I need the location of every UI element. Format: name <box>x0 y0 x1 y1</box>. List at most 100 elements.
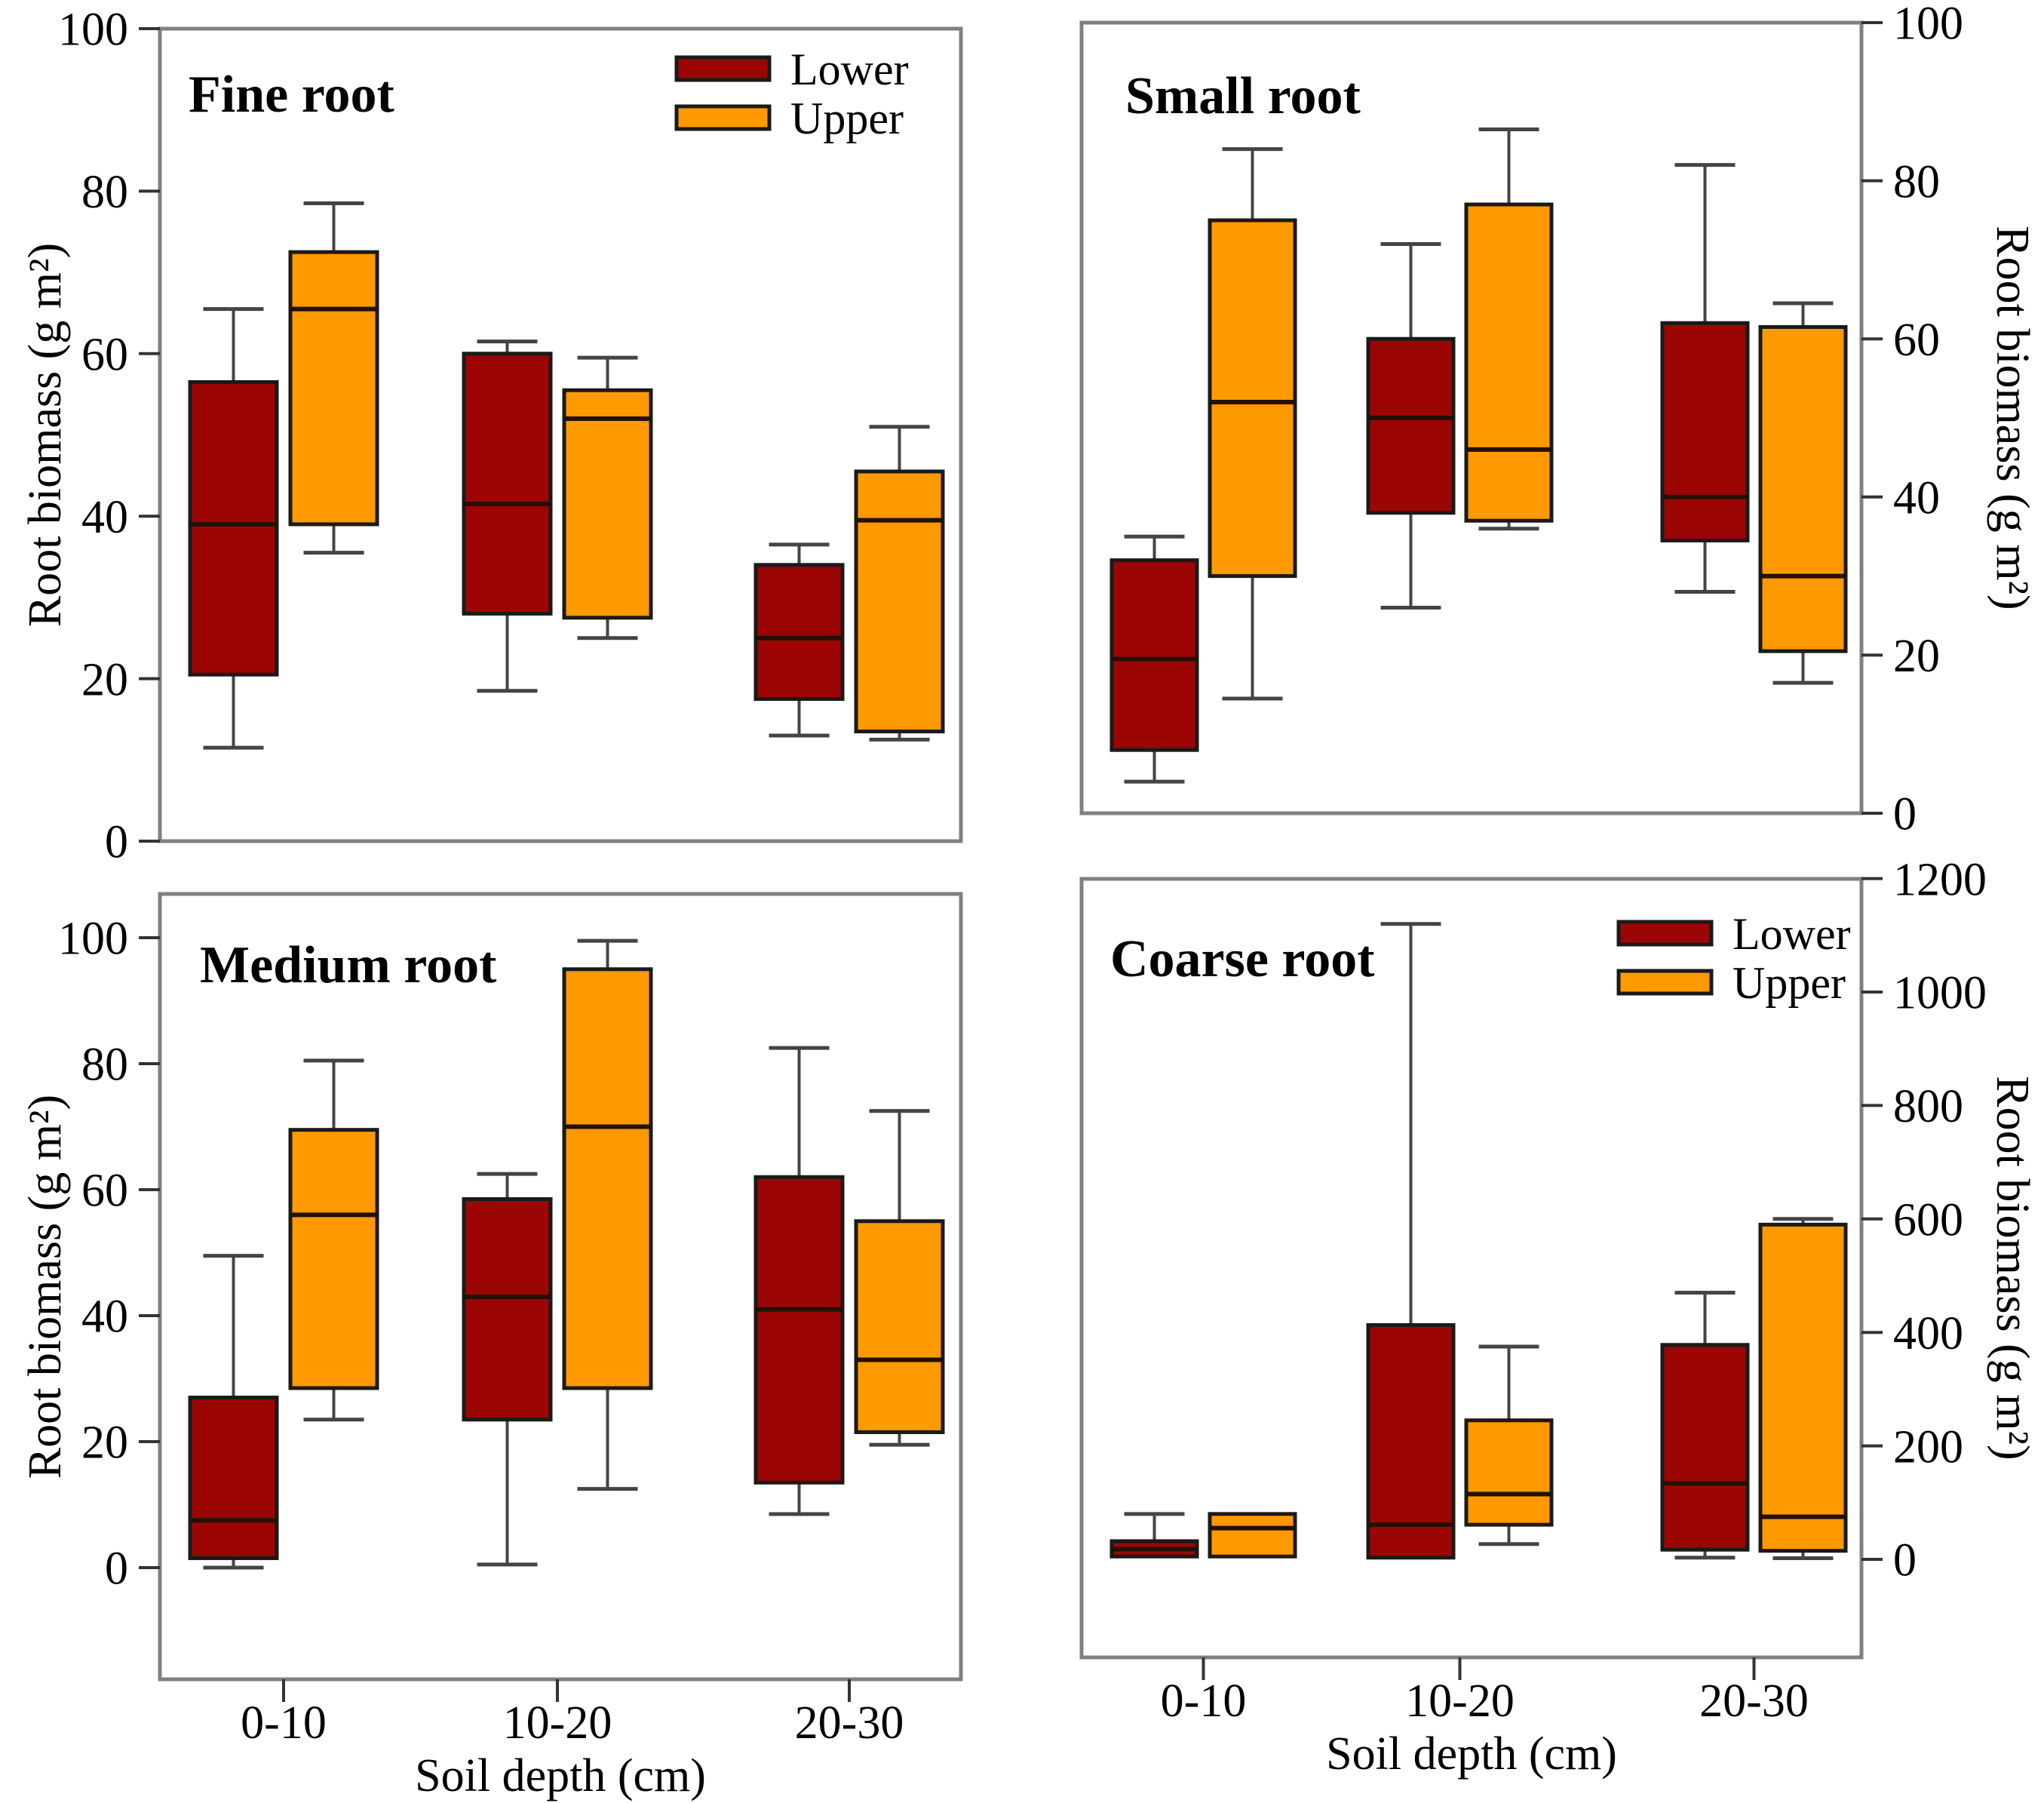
box-group-upper-10-20 <box>1464 127 1554 531</box>
box <box>753 563 845 702</box>
panel-title: Coarse root <box>1110 930 1375 988</box>
legend-label-upper: Upper <box>790 94 904 143</box>
box-group-upper-0-10 <box>288 201 379 555</box>
box <box>1464 1418 1554 1527</box>
legend-swatch-upper <box>674 104 772 131</box>
y-tick-label: 100 <box>58 914 128 965</box>
plot-frame <box>158 26 963 843</box>
y-tick-label: 60 <box>81 330 128 381</box>
y-tick-label: 40 <box>81 492 128 543</box>
y-tick-label: 80 <box>81 167 128 218</box>
box-group-upper-0-10 <box>1208 1512 1297 1559</box>
y-tick-label: 0 <box>1893 1535 1917 1586</box>
legend-swatch-lower <box>674 55 772 82</box>
y-tick-label: 100 <box>58 5 128 56</box>
box <box>1758 324 1848 653</box>
panel-coarse-root: 0 200 400 600 800 1000 1200 Root biomass (g m²)… <box>1079 854 2038 1780</box>
y-axis-title: Root biomass (g m²) <box>1987 1076 2038 1460</box>
y-tick-label: 20 <box>81 1418 128 1469</box>
legend-swatch-upper <box>1616 969 1714 996</box>
y-tick-label: 0 <box>105 817 128 868</box>
box-group-upper-0-10 <box>1208 147 1297 701</box>
legend-label-lower: Lower <box>790 45 909 94</box>
box <box>188 1396 279 1560</box>
x-tick-label: 20-30 <box>795 1697 904 1749</box>
box <box>188 379 279 677</box>
box-group-lower-10-20 <box>462 339 553 693</box>
x-tick-label: 0-10 <box>1161 1676 1247 1727</box>
legend-swatch-lower <box>1616 920 1714 947</box>
y-axis-title: Root biomass (g m²) <box>1987 226 2038 610</box>
x-tick-label: 0-10 <box>241 1697 327 1749</box>
box-group-lower-10-20 <box>462 1172 553 1567</box>
legend-label-lower: Lower <box>1732 909 1851 959</box>
box-group-upper-20-30 <box>854 425 945 742</box>
y-tick-label: 0 <box>1893 789 1917 840</box>
panel-title: Medium root <box>200 936 496 994</box>
x-axis-title: Soil depth (cm) <box>415 1750 706 1801</box>
box-group-upper-20-30 <box>1758 1217 1848 1560</box>
box-group-lower-10-20 <box>1366 241 1456 610</box>
y-tick-label: 200 <box>1893 1421 1963 1473</box>
panel-title: Small root <box>1125 67 1361 125</box>
box <box>1464 202 1554 523</box>
box-group-upper-10-20 <box>562 938 653 1491</box>
box-group-upper-10-20 <box>562 355 653 640</box>
box <box>1366 1322 1456 1560</box>
box <box>1660 1343 1750 1552</box>
box-group-lower-0-10 <box>1109 534 1199 784</box>
box-group-lower-20-30 <box>753 1046 845 1516</box>
box-group-lower-0-10 <box>188 307 279 750</box>
box <box>854 1219 945 1434</box>
box <box>1660 321 1750 542</box>
box-group-lower-10-20 <box>1366 922 1456 1560</box>
box <box>562 967 653 1390</box>
y-axis-title: Root biomass (g m²) <box>20 243 71 627</box>
legend-label-upper: Upper <box>1732 958 1846 1008</box>
box <box>462 1197 553 1422</box>
box <box>1208 1512 1297 1559</box>
box <box>288 1128 379 1390</box>
box <box>753 1175 845 1485</box>
x-tick-label: 10-20 <box>503 1697 612 1749</box>
panel-medium-root: 0 20 40 60 80 100 Root biomass (g m²) 0-10 10-20… <box>20 892 963 1801</box>
panel-small-root: 0 20 40 60 80 100 Root biomass (g m²) Small roo… <box>1079 0 2038 840</box>
box <box>288 250 379 527</box>
y-tick-label: 20 <box>81 654 128 705</box>
y-tick-label: 1200 <box>1893 854 1987 905</box>
y-tick-label: 600 <box>1893 1195 1963 1246</box>
box-group-upper-0-10 <box>288 1058 379 1422</box>
box <box>1366 336 1456 515</box>
x-tick-label: 10-20 <box>1405 1676 1515 1727</box>
y-tick-label: 100 <box>1893 0 1963 50</box>
y-tick-label: 40 <box>1893 473 1940 524</box>
x-axis-title: Soil depth (cm) <box>1326 1728 1617 1780</box>
panel-fine-root: 0 20 40 60 80 100 Root biomass (g m²) Fine root… <box>20 5 963 868</box>
box-group-upper-10-20 <box>1464 1344 1554 1547</box>
box-group-lower-0-10 <box>188 1254 279 1570</box>
y-tick-label: 1000 <box>1893 968 1987 1019</box>
y-tick-label: 400 <box>1893 1308 1963 1359</box>
y-axis-title: Root biomass (g m²) <box>20 1095 71 1479</box>
box-group-upper-20-30 <box>1758 301 1848 685</box>
y-tick-label: 60 <box>1893 315 1940 366</box>
y-tick-label: 60 <box>81 1166 128 1217</box>
box <box>1109 558 1199 752</box>
box <box>562 388 653 620</box>
box <box>462 352 553 616</box>
box <box>1208 218 1297 579</box>
y-tick-label: 20 <box>1893 631 1940 682</box>
box <box>1758 1222 1848 1553</box>
y-tick-label: 800 <box>1893 1081 1963 1132</box>
box-group-lower-20-30 <box>1660 1291 1750 1560</box>
y-tick-label: 0 <box>105 1543 128 1595</box>
box-group-lower-0-10 <box>1109 1512 1199 1559</box>
y-tick-label: 80 <box>1893 156 1940 207</box>
x-tick-label: 20-30 <box>1699 1676 1809 1727</box>
box-group-lower-20-30 <box>753 542 845 738</box>
y-tick-label: 40 <box>81 1292 128 1343</box>
box-group-upper-20-30 <box>854 1109 945 1447</box>
y-tick-label: 80 <box>81 1040 128 1091</box>
